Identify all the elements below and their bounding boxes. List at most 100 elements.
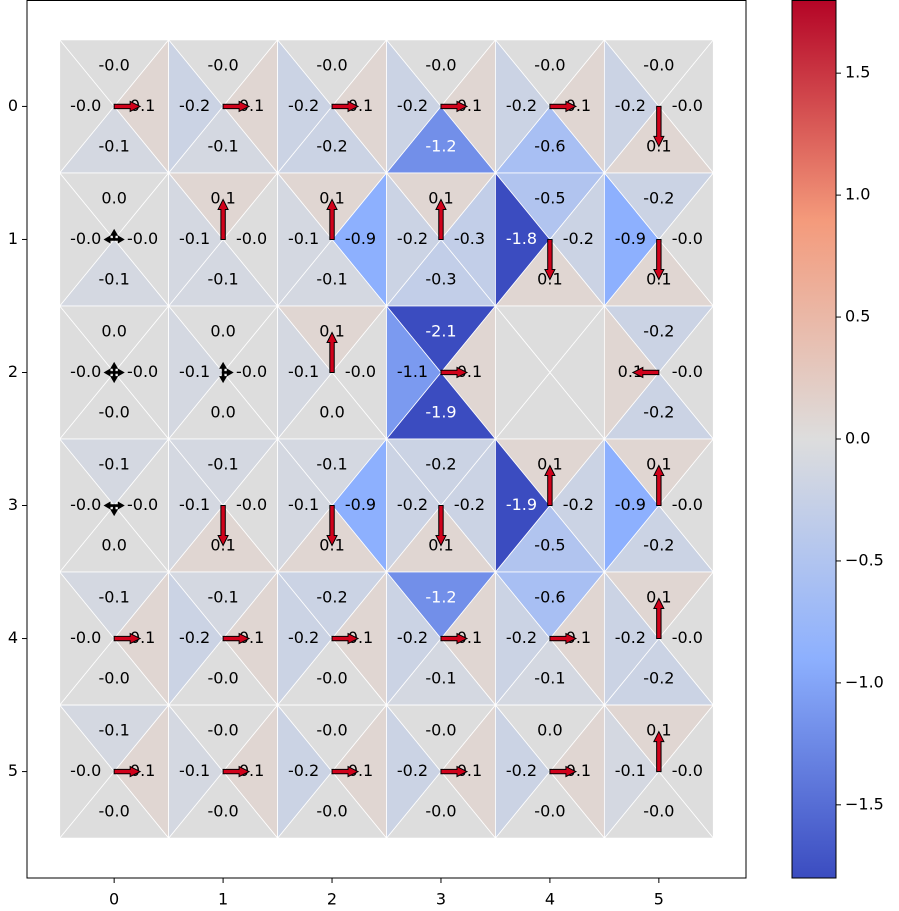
q-value-label: -0.2 — [643, 188, 674, 207]
q-triangle — [495, 570, 551, 707]
q-triangle — [495, 437, 551, 574]
q-value-label: -1.9 — [506, 495, 537, 514]
q-value-label: -0.2 — [316, 588, 347, 607]
q-value-label: -0.0 — [672, 495, 703, 514]
q-value-label: -0.2 — [397, 628, 428, 647]
policy-arrow — [113, 632, 142, 645]
q-value-label: -0.0 — [534, 55, 565, 74]
q-value-label: -0.0 — [127, 229, 158, 248]
q-value-label: -0.6 — [534, 136, 565, 155]
q-value-label: -1.9 — [425, 403, 456, 422]
q-triangle — [277, 703, 333, 840]
colorbar — [791, 0, 837, 879]
q-value-label: -0.3 — [454, 229, 485, 248]
q-value-label: -0.0 — [70, 96, 101, 115]
q-value-label: 0.1 — [537, 455, 562, 474]
q-value-label: -0.2 — [643, 669, 674, 688]
q-value-label: -0.0 — [425, 721, 456, 740]
q-triangle — [495, 38, 551, 175]
tie-arrow — [110, 505, 119, 517]
q-triangle — [386, 570, 442, 707]
policy-arrow — [222, 765, 251, 778]
q-triangle — [386, 703, 442, 840]
q-value-label: -0.0 — [672, 628, 703, 647]
arrows — [103, 100, 665, 778]
policy-arrow — [331, 632, 360, 645]
colorbar-tick-label: −1.5 — [845, 794, 884, 813]
q-triangle — [59, 703, 115, 840]
q-value-label: -2.1 — [425, 321, 456, 340]
q-value-label: -0.2 — [506, 628, 537, 647]
q-value-label: 0.1 — [457, 628, 482, 647]
q-value-label: -0.1 — [179, 362, 210, 381]
q-value-label: -0.0 — [99, 669, 130, 688]
policy-arrow — [653, 597, 665, 640]
x-tick-label: 2 — [327, 890, 337, 909]
policy-arrow — [653, 730, 665, 773]
q-triangle — [386, 38, 442, 175]
policy-arrow — [631, 366, 660, 379]
q-value-label: -0.2 — [506, 761, 537, 780]
q-triangle — [603, 171, 660, 308]
policy-arrow — [440, 100, 469, 113]
policy-arrow — [440, 765, 469, 778]
q-value-label: -0.2 — [397, 761, 428, 780]
q-value-label: 0.1 — [348, 96, 373, 115]
q-value-label: -0.0 — [316, 802, 347, 821]
q-value-label: -0.0 — [643, 55, 674, 74]
policy-arrow — [435, 198, 447, 240]
q-triangle — [386, 304, 442, 441]
q-value-label: -0.1 — [99, 588, 130, 607]
policy-arrow — [217, 198, 229, 240]
q-value-label: -0.0 — [70, 362, 101, 381]
empty-triangle — [495, 304, 551, 441]
q-value-label: 0.1 — [319, 188, 344, 207]
policy-arrow — [549, 100, 578, 113]
q-value-label: 0.1 — [428, 188, 453, 207]
q-value-label: 0.0 — [537, 721, 562, 740]
q-triangle — [168, 437, 224, 574]
q-value-label: -0.1 — [99, 269, 130, 288]
q-value-label: -0.0 — [534, 802, 565, 821]
q-value-label: -0.1 — [207, 455, 238, 474]
q-value-label: 0.1 — [566, 96, 591, 115]
q-value-label: -0.2 — [454, 495, 485, 514]
q-triangle — [603, 304, 660, 441]
q-value-label: -0.1 — [316, 269, 347, 288]
q-value-label: 0.1 — [130, 761, 155, 780]
y-tick-label: 4 — [8, 628, 18, 647]
q-triangle — [603, 437, 660, 574]
tie-arrow — [103, 368, 115, 377]
q-value-label: 0.1 — [457, 362, 482, 381]
q-value-label: -0.2 — [506, 96, 537, 115]
y-tick-label: 2 — [8, 362, 18, 381]
q-value-label: -0.2 — [397, 495, 428, 514]
q-value-label: 0.0 — [210, 403, 235, 422]
x-tick-label: 1 — [218, 890, 228, 909]
q-triangle — [386, 437, 442, 574]
tie-arrow — [219, 361, 228, 373]
q-triangle — [59, 304, 115, 441]
tie-arrow — [103, 235, 115, 244]
q-value-label: -0.9 — [345, 495, 376, 514]
q-value-label: -0.0 — [70, 229, 101, 248]
q-value-label: -0.2 — [288, 761, 319, 780]
q-value-label: -0.1 — [99, 455, 130, 474]
q-triangle — [59, 570, 115, 707]
q-value-label: -0.2 — [179, 96, 210, 115]
q-value-label: 0.1 — [210, 188, 235, 207]
q-value-label: -0.5 — [534, 188, 565, 207]
q-triangle — [495, 171, 551, 308]
q-value-label: -0.0 — [99, 802, 130, 821]
q-value-label: 0.1 — [239, 96, 264, 115]
q-value-label: -0.2 — [615, 628, 646, 647]
q-value-label: -0.0 — [207, 802, 238, 821]
q-value-label: 0.1 — [457, 761, 482, 780]
q-value-label: -0.2 — [288, 628, 319, 647]
q-value-label: -0.1 — [179, 495, 210, 514]
q-value-label: 0.0 — [210, 321, 235, 340]
q-triangle — [603, 570, 660, 707]
q-value-label: 0.1 — [618, 362, 643, 381]
q-triangle — [168, 570, 224, 707]
